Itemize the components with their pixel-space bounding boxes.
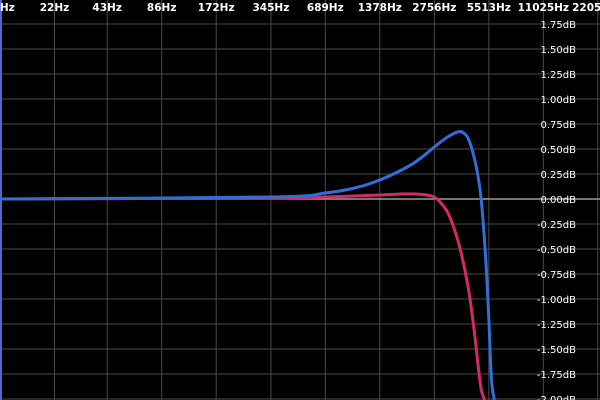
- db-tick-label: -1.50dB: [537, 345, 576, 356]
- db-tick-label: 1.50dB: [541, 45, 577, 56]
- response-curves: [0, 130, 496, 400]
- db-tick-label: 1.25dB: [541, 70, 577, 81]
- db-axis-labels: 1.75dB 1.50dB 1.25dB 1.00dB 0.75dB 0.50dB 0.25…: [537, 20, 576, 400]
- freq-tick-label: 172Hz: [198, 2, 235, 14]
- frequency-axis-labels: 11Hz 22Hz 43Hz 86Hz 172Hz 345Hz 689Hz 1378Hz 275…: [0, 2, 600, 14]
- freq-tick-label: 11025Hz: [518, 2, 569, 14]
- db-tick-label: -1.00dB: [537, 295, 576, 306]
- db-tick-label: -2.00dB: [537, 395, 576, 400]
- freq-tick-label: 22050Hz: [572, 2, 600, 14]
- db-tick-label: -1.75dB: [537, 370, 576, 381]
- freq-tick-label: 22Hz: [40, 2, 70, 14]
- freq-tick-label: 689Hz: [307, 2, 344, 14]
- freq-tick-label: 1378Hz: [358, 2, 402, 14]
- db-tick-label: -0.75dB: [537, 270, 576, 281]
- freq-tick-label: 2756Hz: [412, 2, 456, 14]
- db-tick-label: 0.50dB: [541, 145, 577, 156]
- freq-tick-label: 86Hz: [147, 2, 177, 14]
- response-curve-blue: [0, 130, 496, 400]
- db-tick-label: -0.50dB: [537, 245, 576, 256]
- freq-tick-label: 345Hz: [253, 2, 290, 14]
- db-tick-label: 0.25dB: [541, 170, 577, 181]
- db-tick-label: 1.00dB: [541, 95, 577, 106]
- db-tick-label: 0.75dB: [541, 120, 577, 131]
- db-tick-label: -0.25dB: [537, 220, 576, 231]
- db-tick-label: 1.75dB: [541, 20, 577, 31]
- freq-tick-label: 11Hz: [0, 2, 15, 14]
- freq-tick-label: 5513Hz: [467, 2, 511, 14]
- db-tick-label: -1.25dB: [537, 320, 576, 331]
- db-tick-label: 0.00dB: [541, 195, 577, 206]
- response-curve-pink: [0, 192, 486, 400]
- freq-tick-label: 43Hz: [92, 2, 122, 14]
